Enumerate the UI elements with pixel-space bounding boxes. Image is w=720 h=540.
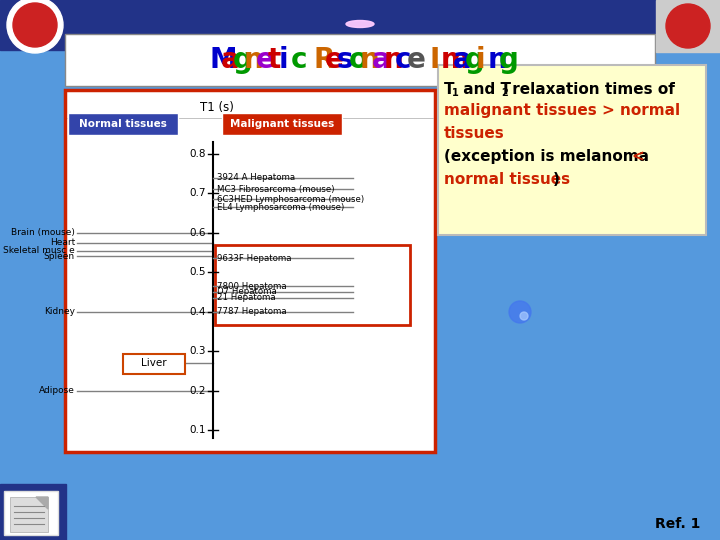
Text: i: i [279, 46, 289, 74]
Text: 3924 A Hepatoma: 3924 A Hepatoma [217, 173, 295, 182]
Circle shape [7, 0, 63, 53]
Text: e: e [406, 46, 426, 74]
Circle shape [666, 4, 710, 48]
Text: relaxation times of: relaxation times of [507, 82, 675, 97]
Text: Skeletal musc e: Skeletal musc e [4, 246, 75, 255]
Polygon shape [36, 497, 48, 509]
Text: 0.8: 0.8 [189, 149, 206, 159]
Text: 1: 1 [452, 88, 459, 98]
Bar [438, 65, 706, 235]
Text: M: M [210, 46, 237, 74]
Text: tissues: tissues [444, 125, 505, 140]
Text: i: i [476, 46, 485, 74]
Text: n: n [360, 46, 379, 74]
Bar [65, 34, 655, 86]
Circle shape [13, 3, 57, 47]
Text: Normal tissues: Normal tissues [79, 119, 167, 129]
FancyBboxPatch shape [68, 113, 178, 135]
Text: and T: and T [458, 82, 511, 97]
Text: 0.5: 0.5 [189, 267, 206, 277]
Text: malignant tissues > normal: malignant tissues > normal [444, 104, 680, 118]
Text: normal tissues: normal tissues [444, 172, 570, 186]
Bar [65, 90, 435, 452]
Text: ): ) [553, 172, 560, 186]
Text: 9633F Hepatoma: 9633F Hepatoma [217, 254, 292, 263]
Text: <: < [631, 150, 644, 165]
Bar [123, 354, 185, 374]
Text: Ref. 1: Ref. 1 [654, 517, 700, 531]
Bar [215, 245, 410, 325]
Text: Spleen: Spleen [44, 252, 75, 261]
Text: n: n [487, 46, 508, 74]
Text: a: a [372, 46, 390, 74]
Text: (exception is melanoma: (exception is melanoma [444, 150, 654, 165]
Text: Brain (mouse): Brain (mouse) [11, 228, 75, 237]
Text: Kidney: Kidney [44, 307, 75, 316]
FancyBboxPatch shape [222, 113, 342, 135]
Text: Malignant tissues: Malignant tissues [230, 119, 334, 129]
Text: T: T [444, 82, 454, 97]
Text: 0.4: 0.4 [189, 307, 206, 316]
Text: a: a [453, 46, 472, 74]
Text: e: e [325, 46, 344, 74]
Text: c: c [290, 46, 307, 74]
Text: MC3 Fibrosarcoma (mouse): MC3 Fibrosarcoma (mouse) [217, 185, 335, 194]
Text: a: a [221, 46, 240, 74]
Text: t: t [267, 46, 281, 74]
Text: n: n [383, 46, 403, 74]
Text: 0.6: 0.6 [189, 228, 206, 238]
Text: I: I [430, 46, 440, 74]
Text: n: n [244, 46, 264, 74]
Bar [10, 497, 48, 532]
Bar [0, 484, 66, 540]
Text: g: g [233, 46, 252, 74]
Text: s: s [337, 46, 354, 74]
Text: c: c [395, 46, 411, 74]
Text: 6C3HED Lymphosarcoma (mouse): 6C3HED Lymphosarcoma (mouse) [217, 195, 364, 204]
Text: EL4 Lymphosarcoma (mouse): EL4 Lymphosarcoma (mouse) [217, 202, 344, 212]
Text: g: g [464, 46, 485, 74]
Text: 21 Hepatoma: 21 Hepatoma [217, 293, 276, 302]
Text: m: m [441, 46, 470, 74]
Text: 7787 Hepatoma: 7787 Hepatoma [217, 307, 287, 316]
Ellipse shape [346, 21, 374, 28]
Text: Adipose: Adipose [39, 386, 75, 395]
Bar [4, 491, 58, 535]
Bar [0, 0, 720, 50]
Text: o: o [348, 46, 367, 74]
Text: 0.7: 0.7 [189, 188, 206, 198]
Text: R: R [314, 46, 335, 74]
Text: Liver: Liver [141, 358, 167, 368]
Text: 0.3: 0.3 [189, 346, 206, 356]
Text: 2: 2 [501, 88, 508, 98]
Bar [656, 0, 720, 52]
Text: e: e [256, 46, 274, 74]
Text: g: g [499, 46, 519, 74]
Text: 0.1: 0.1 [189, 425, 206, 435]
Circle shape [520, 312, 528, 320]
Text: D7 Hepatoma: D7 Hepatoma [217, 287, 276, 296]
Circle shape [509, 301, 531, 323]
Text: Heart: Heart [50, 238, 75, 247]
Text: T1 (s): T1 (s) [200, 100, 234, 113]
Text: 0.2: 0.2 [189, 386, 206, 396]
Text: 7800 Hepatoma: 7800 Hepatoma [217, 281, 287, 291]
